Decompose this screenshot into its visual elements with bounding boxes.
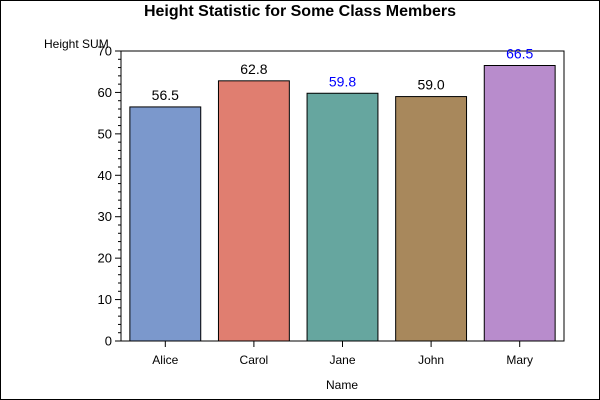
- data-label: 66.5: [506, 46, 533, 62]
- y-tick-label: 10: [98, 292, 112, 307]
- x-tick-label: Jane: [329, 353, 355, 367]
- bar-alice: [129, 106, 202, 342]
- y-axis-label: Height SUM: [44, 37, 109, 51]
- x-axis-label: Name: [326, 378, 358, 392]
- x-tick-label: Carol: [240, 353, 269, 367]
- x-tick-label: Alice: [152, 353, 178, 367]
- plot-area: 0 10 20 30 40 50 60 70 56.5 Alice 62.8 Carol 59.8 Jan…: [98, 44, 565, 367]
- bar-carol: [217, 80, 290, 342]
- y-tick-label: 60: [98, 85, 112, 100]
- y-tick-label: 70: [98, 44, 112, 59]
- y-tick-label: 20: [98, 251, 112, 266]
- y-tick-label: 40: [98, 168, 112, 183]
- y-tick-label: 50: [98, 126, 112, 141]
- y-tick-label: 0: [105, 334, 112, 349]
- data-label: 62.8: [240, 61, 267, 77]
- bar-mary: [483, 65, 556, 342]
- x-tick-label: John: [418, 353, 444, 367]
- y-tick-label: 30: [98, 209, 112, 224]
- x-tick-label: Mary: [506, 353, 533, 367]
- data-label: 56.5: [152, 87, 179, 103]
- bar-john: [395, 96, 468, 342]
- chart-title: Height Statistic for Some Class Members: [144, 3, 456, 20]
- data-label: 59.0: [417, 77, 444, 93]
- data-label: 59.8: [329, 73, 356, 89]
- bar-jane: [306, 92, 379, 342]
